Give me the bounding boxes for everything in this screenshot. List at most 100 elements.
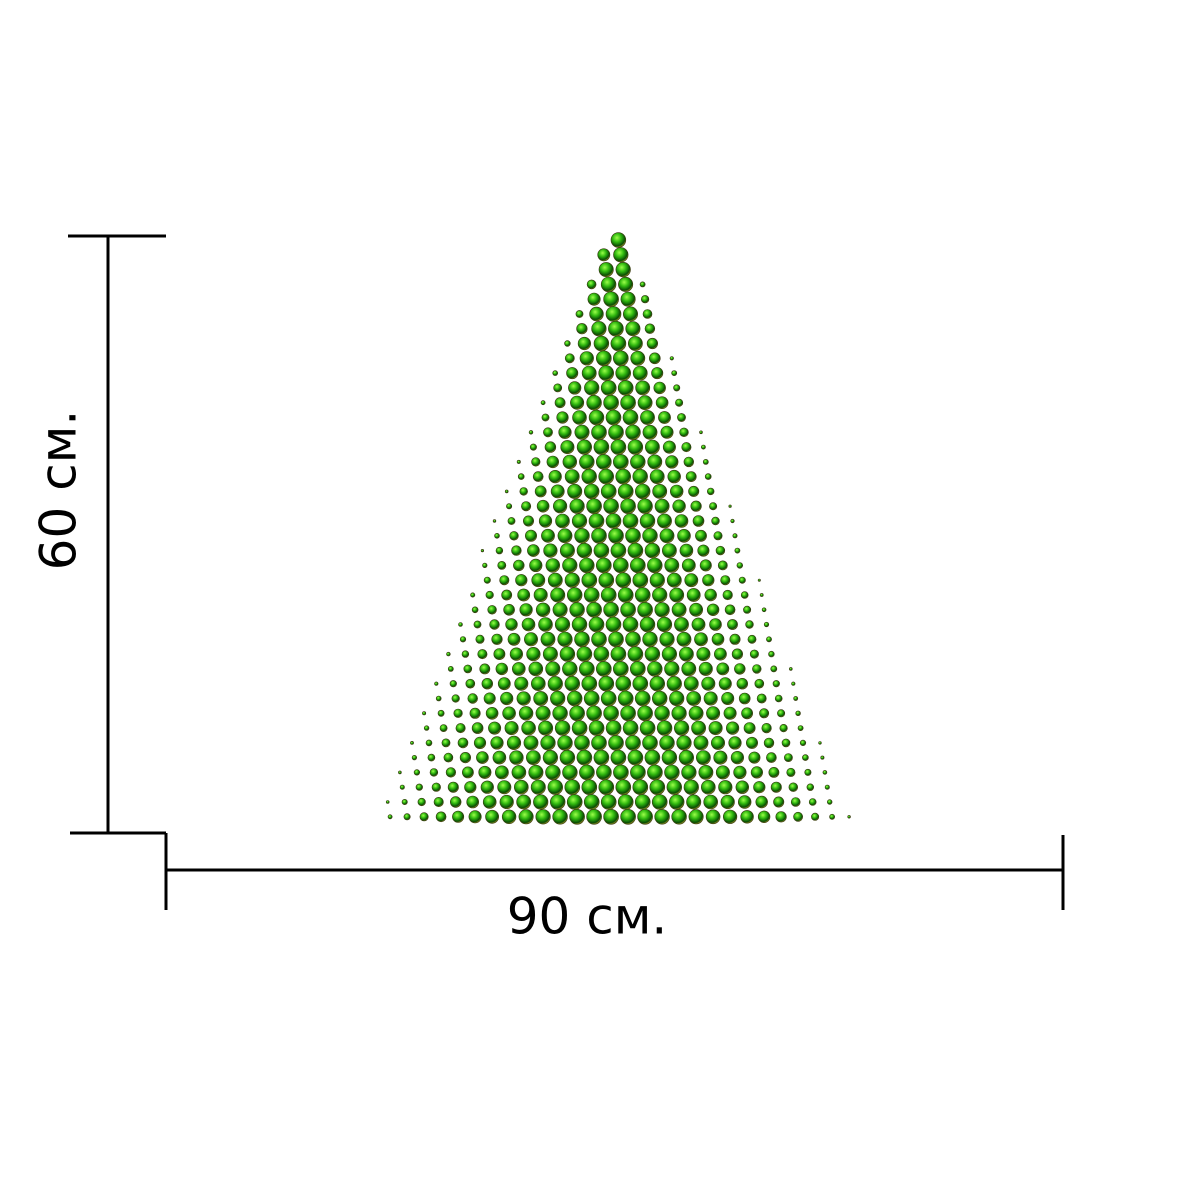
gem-dot [683,779,699,795]
gem-dot [753,781,766,794]
gem-dot [724,604,736,616]
gem-dot [483,576,491,584]
gem-dot [713,750,728,765]
gem-dot [518,809,534,825]
gem-dot [768,767,780,778]
gem-dot [691,617,706,632]
gem-dot [761,722,772,734]
gem-dot [608,631,624,648]
gem-dot [591,735,607,751]
gem-dot [515,574,528,587]
gem-dot [630,764,646,781]
gem-dot [649,469,665,484]
gem-dot [598,572,615,589]
gem-dot [541,528,555,543]
gem-dot [637,498,653,514]
width-label: 90 см. [507,888,668,946]
gem-dot [736,562,743,569]
gem-dot [401,798,408,805]
gem-dot [427,753,436,762]
gem-dot [749,649,759,659]
gem-dot [398,770,402,775]
gem-dot [588,720,605,736]
gem-dot [550,690,566,707]
gem-dot [678,749,695,766]
gem-dot [559,646,576,662]
gem-dot [661,646,678,662]
gem-dot [435,695,442,702]
height-label: 60 см. [30,410,88,571]
gem-dot [647,661,663,677]
gem-dot [818,741,822,745]
gem-dot [499,794,514,810]
gem-dot [637,808,653,825]
gem-dot [534,485,547,498]
gem-dot [529,443,537,451]
gem-dot [804,768,812,776]
gem-dot [513,559,525,572]
gem-dot [681,558,696,573]
gem-dot [620,705,636,722]
gem-dot [714,647,727,661]
gem-dot [664,764,680,781]
gem-dot [575,310,584,318]
gem-dot [566,794,583,810]
gem-dot [667,469,681,484]
gem-dot [759,708,770,719]
gem-dot [651,367,664,380]
gem-dot [781,738,791,748]
gem-dot [756,693,767,704]
gem-dot [672,499,686,513]
gem-dot [662,543,677,558]
gem-dot [627,749,644,766]
gem-dot [579,557,595,574]
gem-dot [547,572,563,588]
gem-dot [603,394,619,411]
gem-dot [632,365,648,381]
gem-dot [447,781,459,793]
gem-dot [547,676,563,692]
gem-dot [627,646,644,662]
gem-dot [593,646,610,662]
gem-dot [806,783,814,791]
gem-dot [554,397,566,409]
gem-dot [538,617,553,632]
gem-dot [728,736,742,750]
gem-dot [583,690,600,707]
gem-dot [681,442,692,453]
gem-dot [545,764,561,781]
gem-dot [514,676,529,691]
gem-dot [509,750,524,765]
gem-dot [628,336,643,351]
gem-dot [461,766,474,779]
gem-dot [662,440,676,454]
gem-dot [717,560,728,571]
gem-dot [647,454,663,470]
gem-dot [697,544,710,557]
gem-dot [679,646,694,662]
gem-dot [564,340,571,347]
gem-dot [698,661,713,676]
gem-dot [669,356,674,361]
gem-dot [634,794,651,810]
gem-dot [740,591,749,599]
gem-dot [705,809,721,825]
gem-dot [706,487,715,496]
gem-dot [608,527,624,544]
gem-dot [652,587,668,603]
gem-dot [523,735,539,751]
gem-dot [708,721,723,736]
gem-dot [774,694,783,703]
gem-dot [600,794,617,810]
gem-dot [509,531,519,541]
gem-dot [578,661,595,677]
gem-dot [620,601,636,618]
gem-dot [610,232,627,248]
gem-dot [564,675,580,692]
gem-dot [571,616,588,633]
gem-dot [709,618,722,631]
gem-dot [615,675,632,692]
gem-dot [562,764,578,781]
gem-dot [656,616,673,633]
